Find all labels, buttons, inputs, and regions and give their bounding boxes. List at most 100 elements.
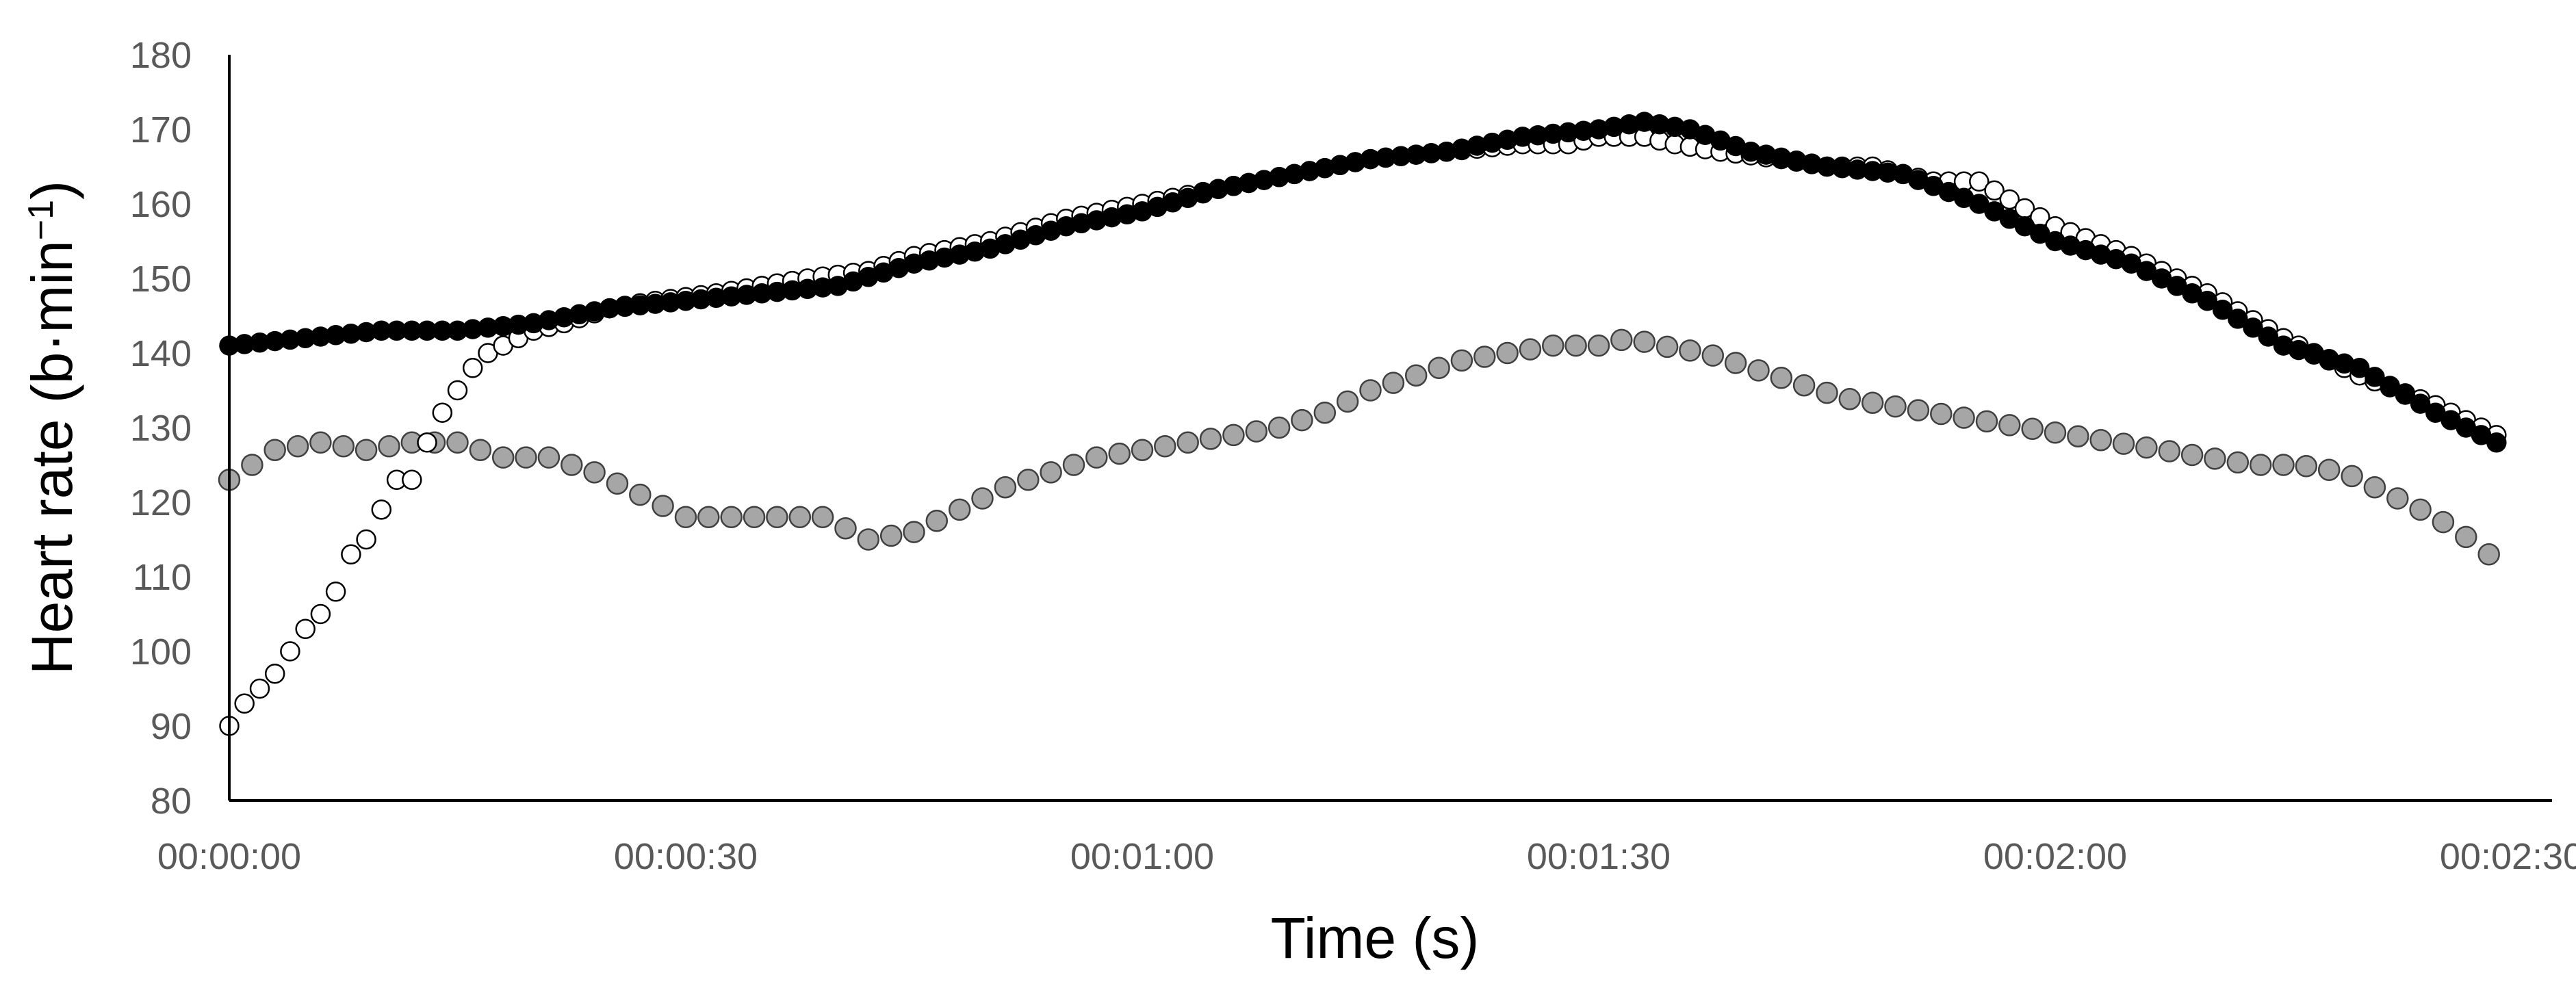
data-point-gray — [515, 446, 537, 469]
data-point-gray — [263, 439, 286, 461]
data-point-gray — [834, 517, 857, 540]
data-point-gray — [1679, 339, 1701, 362]
data-point-gray — [2112, 432, 2135, 455]
data-point-gray — [309, 431, 332, 454]
data-point-gray — [2067, 425, 2089, 447]
data-point-gray — [446, 431, 469, 454]
data-point-gray — [857, 528, 880, 551]
data-point-filled — [2258, 326, 2279, 347]
y-tick-label: 160 — [130, 184, 192, 225]
data-point-filled — [2395, 385, 2416, 405]
data-point-open — [310, 603, 331, 625]
data-point-gray — [1176, 431, 1199, 454]
data-point-gray — [629, 483, 652, 506]
data-point-gray — [697, 506, 720, 529]
data-point-gray — [1291, 408, 1313, 432]
data-point-gray — [1701, 344, 1725, 367]
y-tick-label: 80 — [151, 781, 192, 822]
x-tick-label: 00:02:30 — [2440, 836, 2576, 877]
data-point-gray — [720, 506, 743, 529]
data-point-filled — [2243, 317, 2263, 338]
data-point-filled — [2349, 358, 2370, 378]
y-tick-label: 170 — [130, 109, 192, 151]
data-point-gray — [1770, 367, 1793, 389]
data-point-gray — [1336, 390, 1359, 413]
data-point-gray — [2432, 510, 2455, 534]
data-point-gray — [1473, 346, 1496, 368]
data-point-open — [1984, 180, 2005, 201]
data-point-gray — [2341, 465, 2363, 488]
data-point-gray — [1519, 338, 1542, 361]
data-point-gray — [1222, 424, 1245, 447]
data-point-gray — [1610, 328, 1633, 352]
data-point-gray — [971, 487, 994, 510]
data-point-gray — [1085, 446, 1108, 469]
data-point-open — [402, 469, 422, 491]
data-point-gray — [1382, 372, 1405, 394]
data-point-gray — [766, 506, 788, 529]
data-point-gray — [1975, 410, 1998, 433]
data-point-gray — [1131, 439, 1154, 461]
data-point-filled — [2228, 309, 2248, 329]
y-tick-label: 140 — [130, 333, 192, 374]
x-tick-label: 00:01:30 — [1527, 836, 1671, 877]
data-point-gray — [1040, 461, 1062, 484]
data-point-gray — [2249, 454, 2272, 476]
data-point-gray — [2044, 421, 2067, 444]
data-point-gray — [2363, 476, 2386, 499]
data-point-filled — [2365, 367, 2385, 387]
data-point-gray — [1907, 399, 1930, 421]
data-point-gray — [1428, 356, 1450, 380]
data-point-gray — [1108, 442, 1131, 465]
data-point-gray — [1884, 395, 1907, 418]
data-point-gray — [332, 435, 355, 458]
data-point-gray — [355, 439, 378, 461]
data-point-gray — [2021, 417, 2044, 441]
data-point-open — [462, 358, 483, 378]
data-point-open — [325, 582, 346, 602]
data-point-gray — [2295, 455, 2318, 478]
y-tick-label: 180 — [130, 35, 192, 76]
data-point-gray — [286, 435, 309, 458]
x-tick-label: 00:02:00 — [1983, 836, 2127, 877]
y-axis-title-main: Heart rate (b·min — [20, 240, 84, 675]
data-point-gray — [2226, 451, 2250, 474]
y-tick-label: 130 — [130, 408, 192, 449]
data-point-gray — [378, 435, 400, 458]
data-points — [218, 112, 2507, 736]
data-point-gray — [2089, 428, 2112, 452]
data-point-gray — [1724, 352, 1747, 374]
data-point-gray — [1359, 379, 1382, 402]
x-tick-label: 00:00:00 — [157, 836, 301, 877]
data-point-gray — [1861, 391, 1884, 414]
data-point-gray — [606, 472, 629, 495]
data-point-gray — [1587, 334, 1610, 357]
data-point-open — [341, 544, 361, 565]
data-point-gray — [1245, 420, 1268, 443]
data-point-gray — [1838, 387, 1862, 411]
x-tick-label: 00:00:30 — [614, 836, 758, 877]
x-tick-label: 00:01:00 — [1070, 836, 1214, 877]
data-point-gray — [1017, 469, 1040, 491]
data-point-gray — [2158, 440, 2181, 463]
x-axis-title: Time (s) — [1271, 906, 1480, 970]
y-axis-title-superscript: −1 — [21, 200, 61, 240]
data-point-open — [432, 402, 453, 423]
data-point-open — [1999, 189, 2020, 210]
data-point-filled — [2197, 290, 2218, 311]
data-point-gray — [241, 454, 263, 476]
data-point-open — [1969, 171, 1989, 192]
data-point-open — [295, 618, 315, 640]
data-point-gray — [1998, 414, 2021, 437]
data-point-gray — [925, 510, 949, 532]
data-point-gray — [994, 476, 1017, 499]
data-point-open — [417, 432, 437, 453]
data-point-filled — [2212, 300, 2233, 320]
data-point-gray — [1450, 349, 1473, 372]
y-tick-label: 90 — [151, 706, 192, 747]
y-tick-label: 150 — [130, 259, 192, 300]
data-point-gray — [1930, 402, 1953, 426]
y-axis-title-close: ) — [20, 181, 84, 200]
